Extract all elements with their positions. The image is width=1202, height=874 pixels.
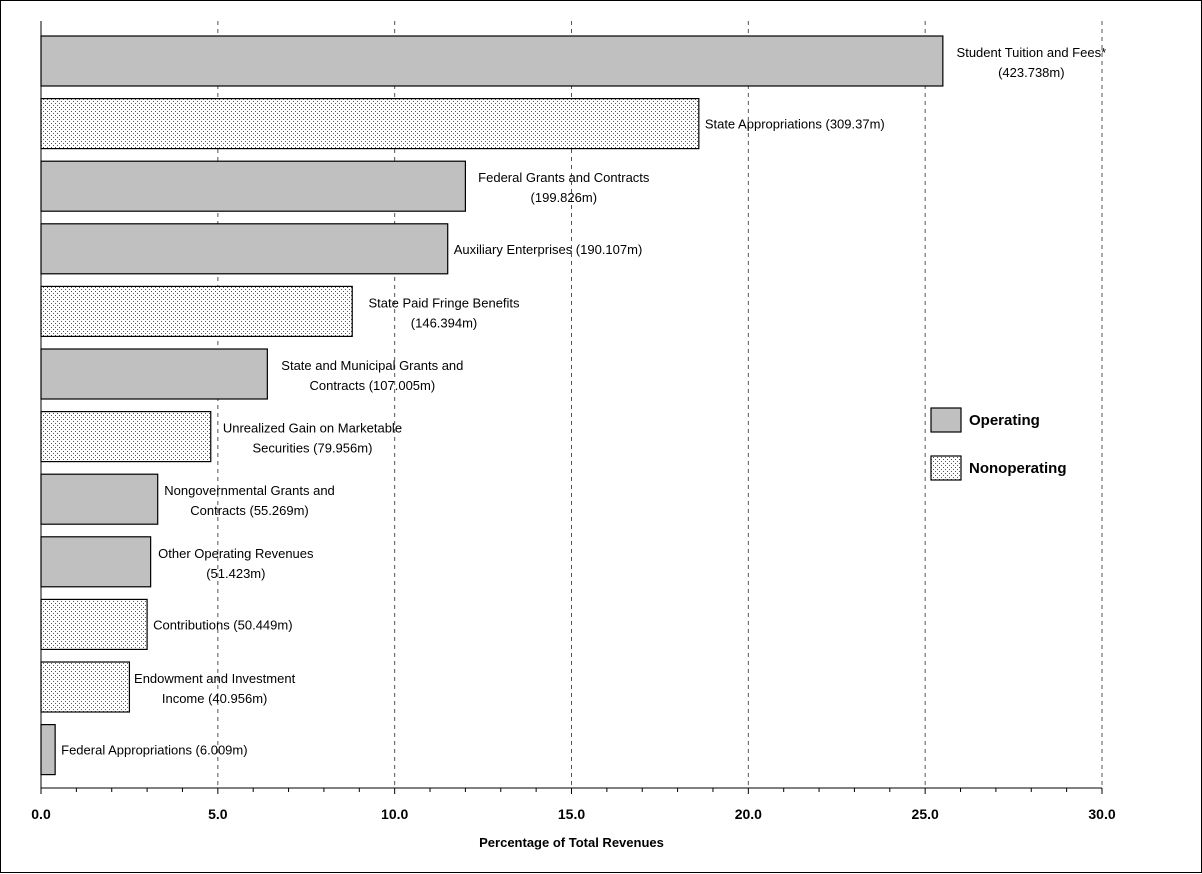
bar-state-appropriations-309-37m xyxy=(40,97,700,150)
bar-unrealized-gain-on-marketable-securities-79-956m xyxy=(40,411,212,463)
bar-label-state-paid-fringe-benefits-146-394m: State Paid Fringe Benefits (146.394m) xyxy=(369,295,521,330)
bar-label-federal-appropriations-6-009m: Federal Appropriations (6.009m) xyxy=(61,743,247,758)
bar-label-contributions-50-449m: Contributions (50.449m) xyxy=(153,617,292,632)
bar-label-endowment-and-investment-income-40-956m: Endowment and Investment Income (40.956m) xyxy=(134,671,296,706)
bar-label-auxiliary-enterprises-190-107m: Auxiliary Enterprises (190.107m) xyxy=(454,242,643,257)
bar-label-student-tuition-and-fees-423-738m: Student Tuition and Fees* (423.738m) xyxy=(957,45,1107,80)
bar-nongovernmental-grants-and-contracts-55-269m xyxy=(40,473,159,525)
bar-label-state-and-municipal-grants-and-contracts-107-005m: State and Municipal Grants and Contracts … xyxy=(281,358,463,393)
bar-contributions-50-449m xyxy=(40,598,148,651)
x-tick-label: 20.0 xyxy=(735,806,762,822)
legend: Operating Nonoperating xyxy=(930,407,1067,481)
bar-label-state-appropriations-309-37m: State Appropriations (309.37m) xyxy=(705,117,885,132)
legend-label-operating: Operating xyxy=(969,412,1040,429)
x-tick-label: 0.0 xyxy=(31,806,51,822)
x-tick-label: 10.0 xyxy=(381,806,408,822)
bar-labels: Student Tuition and Fees* (423.738m) State… xyxy=(61,45,1106,758)
x-tick-labels: 0.0 5.0 10.0 15.0 20.0 25.0 30.0 xyxy=(31,806,1116,822)
legend-label-nonoperating: Nonoperating xyxy=(969,460,1067,477)
bars xyxy=(40,35,944,776)
x-axis-title: Percentage of Total Revenues xyxy=(479,835,664,850)
bar-label-federal-grants-and-contracts-199-826m: Federal Grants and Contracts (199.826m) xyxy=(478,170,650,205)
x-tick-label: 30.0 xyxy=(1088,806,1115,822)
bar-label-nongovernmental-grants-and-contracts-55-269m: Nongovernmental Grants and Contracts (55.… xyxy=(164,483,335,518)
bar-federal-appropriations-6-009m xyxy=(40,723,56,776)
x-tick-label: 5.0 xyxy=(208,806,228,822)
bar-student-tuition-and-fees-423-738m xyxy=(40,35,944,87)
bar-endowment-and-investment-income-40-956m xyxy=(40,661,131,713)
bar-label-other-operating-revenues-51-423m: Other Operating Revenues (51.423m) xyxy=(158,546,314,581)
x-tick-label: 25.0 xyxy=(912,806,939,822)
bar-label-unrealized-gain-on-marketable-securities-79-956m: Unrealized Gain on Marketable Securities … xyxy=(223,421,402,456)
legend-swatch-nonoperating xyxy=(930,455,962,481)
bar-state-and-municipal-grants-and-contracts-107-005m xyxy=(40,348,268,400)
bar-state-paid-fringe-benefits-146-394m xyxy=(40,285,353,337)
bar-federal-grants-and-contracts-199-826m xyxy=(40,160,466,212)
x-tick-label: 15.0 xyxy=(558,806,585,822)
legend-swatch-operating xyxy=(930,407,962,433)
bar-auxiliary-enterprises-190-107m xyxy=(40,223,449,275)
bar-other-operating-revenues-51-423m xyxy=(40,536,152,588)
